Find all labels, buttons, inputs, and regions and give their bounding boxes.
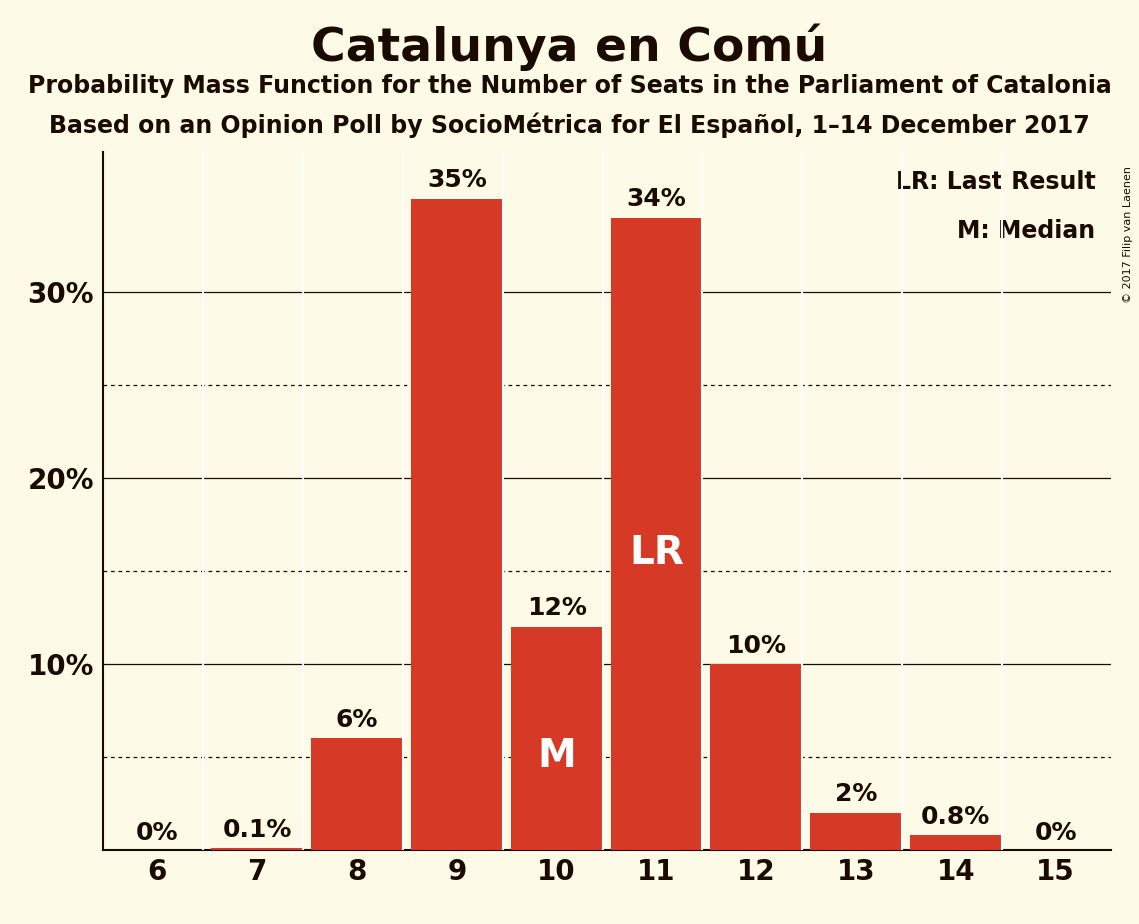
Text: 0.8%: 0.8% xyxy=(921,805,991,829)
Text: 10%: 10% xyxy=(727,634,786,658)
Bar xyxy=(510,626,603,850)
Text: Catalunya en Comú: Catalunya en Comú xyxy=(311,23,828,70)
Bar xyxy=(411,199,502,850)
Text: 0%: 0% xyxy=(137,821,179,845)
Text: Probability Mass Function for the Number of Seats in the Parliament of Catalonia: Probability Mass Function for the Number… xyxy=(27,74,1112,98)
Text: 0.1%: 0.1% xyxy=(222,818,292,842)
Text: LR: Last Result: LR: Last Result xyxy=(895,170,1096,194)
Text: LR: LR xyxy=(629,534,683,572)
Text: 12%: 12% xyxy=(526,596,587,620)
Bar xyxy=(810,813,902,850)
Text: © 2017 Filip van Laenen: © 2017 Filip van Laenen xyxy=(1123,166,1133,303)
Bar xyxy=(910,835,1001,850)
Bar xyxy=(611,217,703,850)
Text: 34%: 34% xyxy=(626,187,687,211)
Bar xyxy=(212,848,303,850)
Text: 6%: 6% xyxy=(336,708,378,732)
Bar xyxy=(711,664,802,850)
Text: M: M xyxy=(538,737,576,775)
Text: Based on an Opinion Poll by SocioMétrica for El Español, 1–14 December 2017: Based on an Opinion Poll by SocioMétrica… xyxy=(49,113,1090,139)
Text: 35%: 35% xyxy=(427,168,486,192)
Bar xyxy=(311,738,403,850)
Text: 2%: 2% xyxy=(835,783,877,807)
Text: 0%: 0% xyxy=(1034,821,1076,845)
Text: M: Median: M: Median xyxy=(957,219,1096,243)
